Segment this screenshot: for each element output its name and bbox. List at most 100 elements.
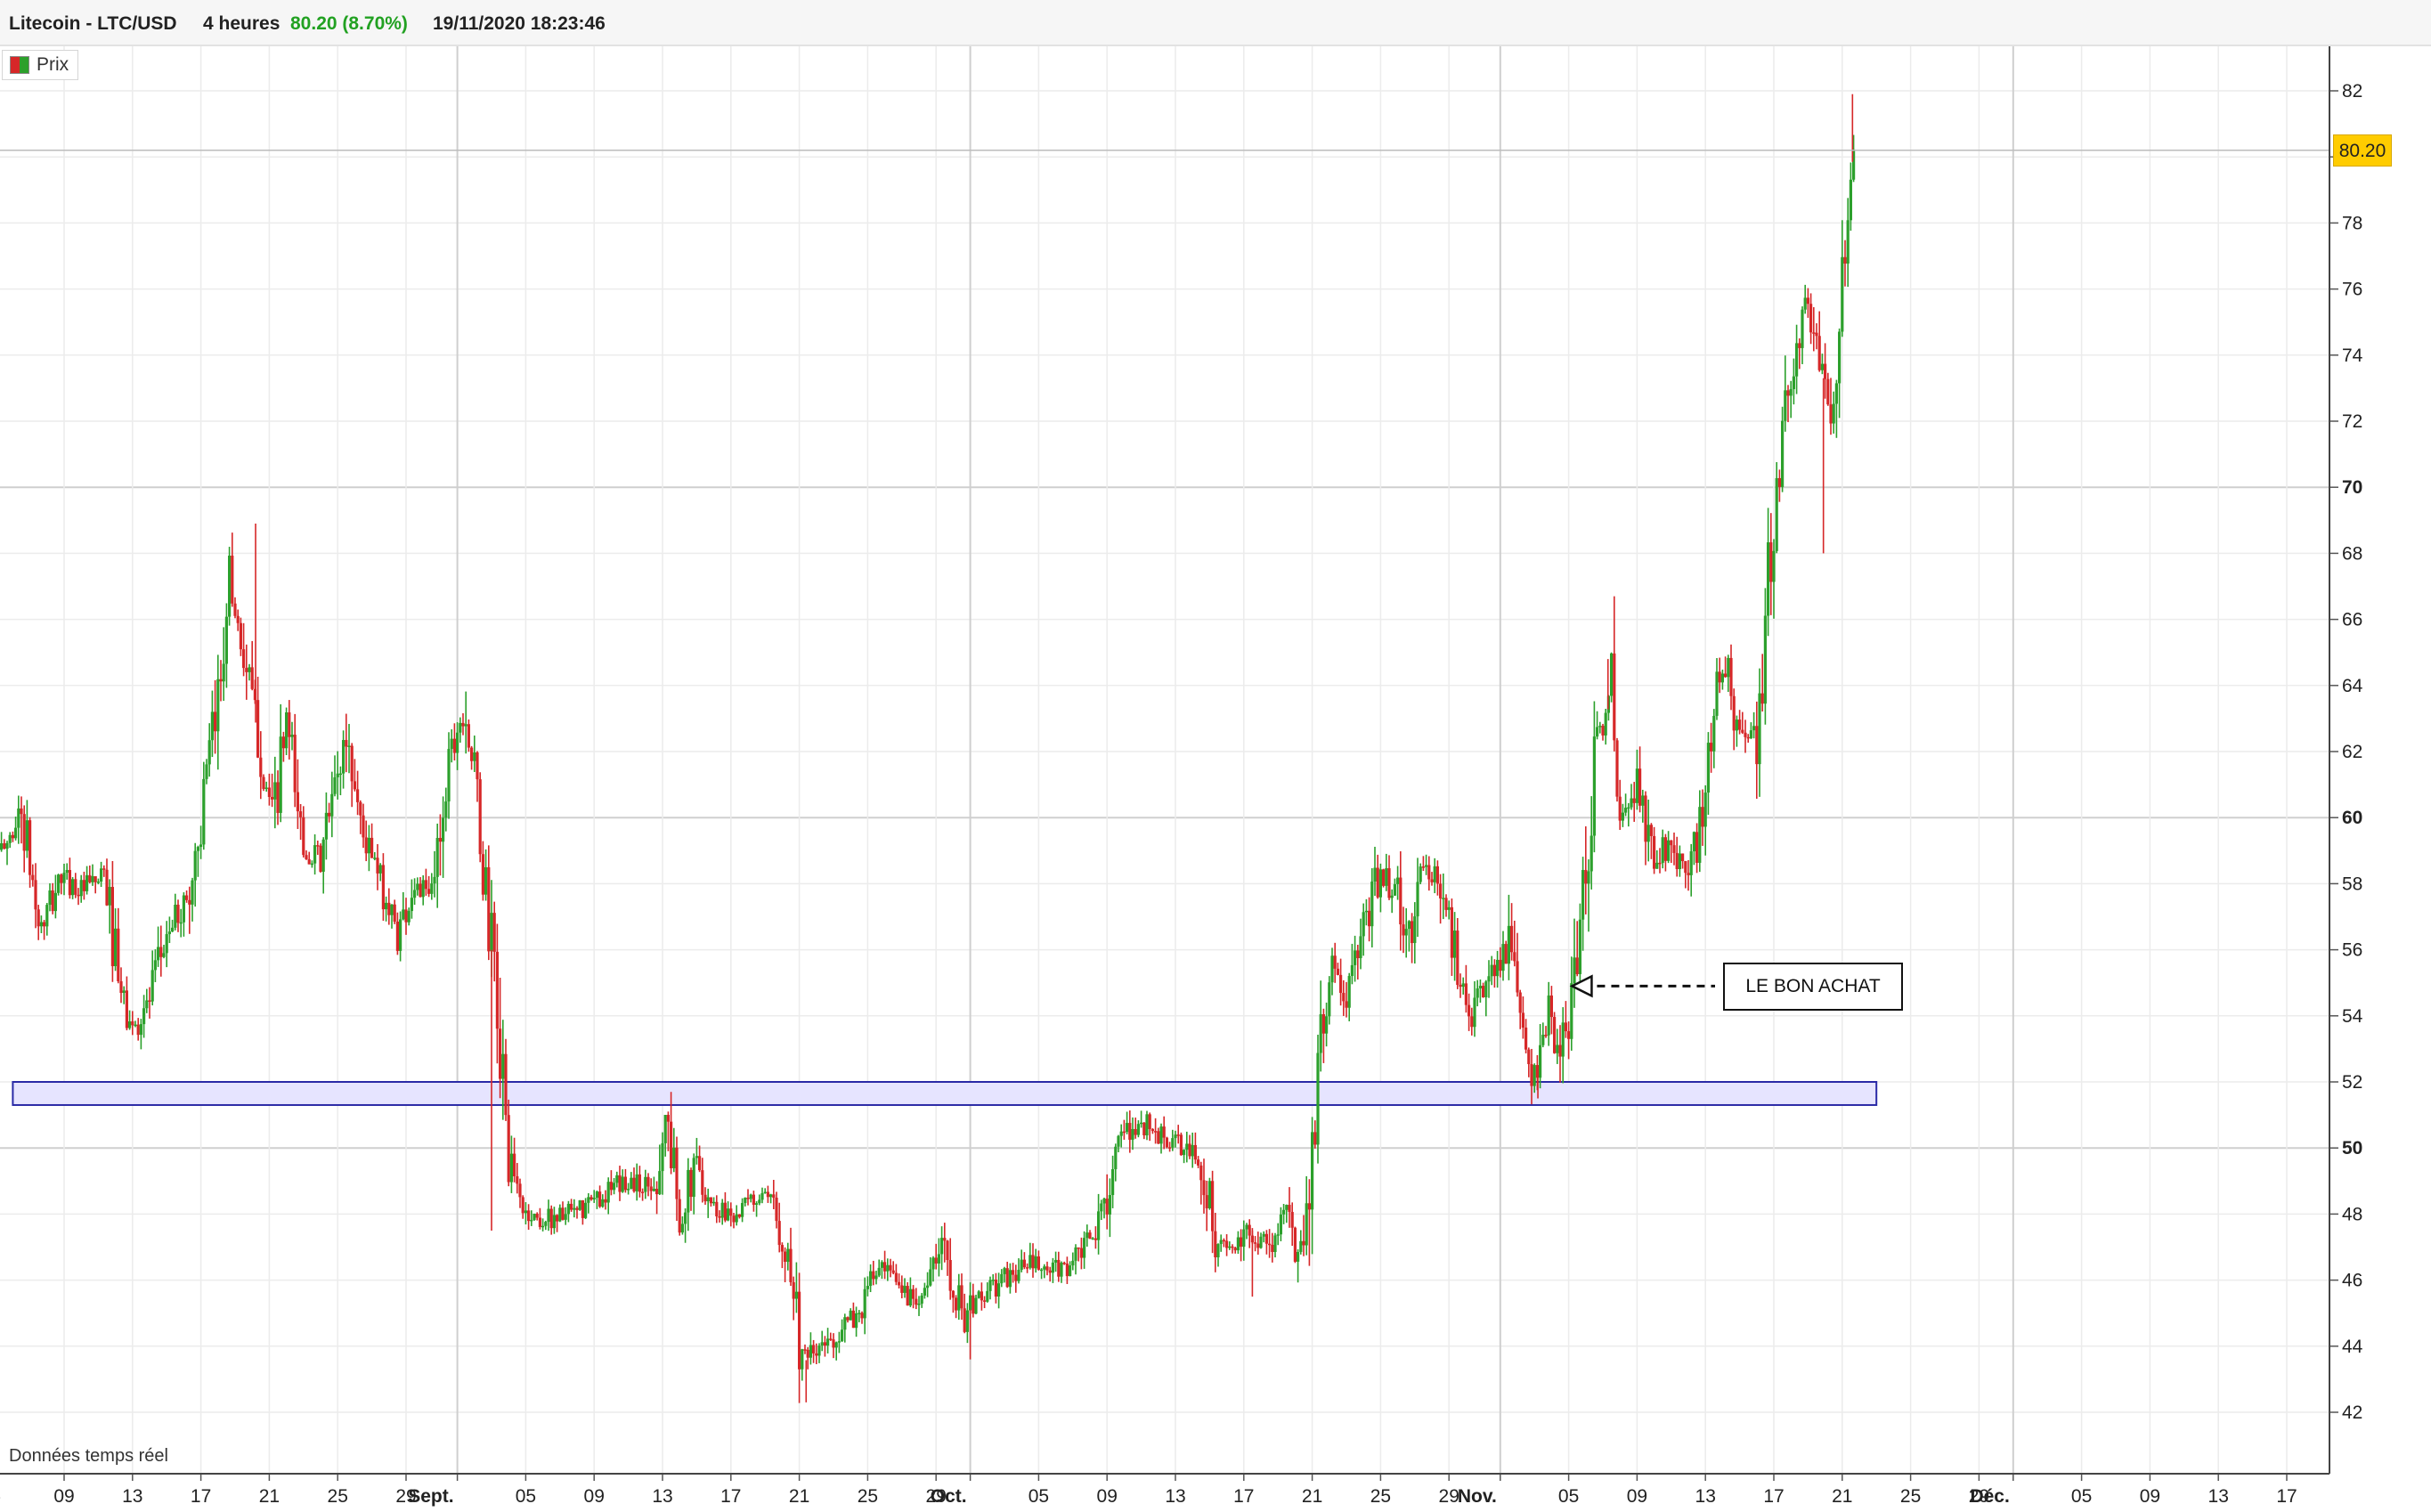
x-tick-label: 05 — [516, 1486, 536, 1507]
candle-body — [573, 1207, 576, 1210]
candle-body — [202, 778, 206, 845]
candle-body — [364, 837, 368, 854]
candle-body — [720, 1202, 724, 1218]
candle-body — [661, 1142, 664, 1172]
candle-body — [1157, 1131, 1160, 1144]
candle-body — [1168, 1147, 1172, 1149]
candle-body — [1354, 950, 1357, 965]
candle-body — [872, 1271, 875, 1280]
candle-body — [467, 724, 470, 748]
candle-body — [623, 1176, 627, 1191]
candle-body — [461, 722, 465, 727]
candle-body — [1359, 936, 1362, 959]
candle-body — [1202, 1180, 1206, 1196]
candle-body — [1236, 1237, 1240, 1251]
candle-body — [1378, 869, 1382, 898]
candle-body — [176, 904, 180, 923]
candle-body — [1083, 1238, 1086, 1258]
candle-body — [305, 855, 308, 860]
candle-body — [117, 928, 120, 982]
candle-body — [518, 1183, 522, 1198]
candle-body — [1541, 1035, 1545, 1045]
candle-body — [1624, 808, 1628, 813]
candle-body — [903, 1286, 907, 1293]
candle-body — [1279, 1214, 1282, 1235]
candle-body — [1687, 873, 1690, 875]
candle-body — [1248, 1224, 1251, 1236]
candle-body — [706, 1197, 710, 1202]
candle-body — [1402, 924, 1405, 936]
candle-body — [991, 1280, 995, 1281]
candle-body — [737, 1214, 741, 1217]
y-tick-label: 52 — [2342, 1072, 2362, 1093]
candle-body — [313, 845, 317, 864]
candle-body — [134, 1024, 137, 1027]
candle-body — [1364, 910, 1368, 913]
candle-body — [293, 735, 297, 793]
candle-body — [1712, 715, 1716, 752]
candle-body — [1290, 1212, 1294, 1228]
candle-body — [185, 895, 189, 900]
candle-body — [812, 1345, 816, 1353]
candle-body — [321, 839, 325, 872]
candle-body — [666, 1115, 670, 1122]
candle-body — [402, 909, 405, 920]
candle-body — [951, 1290, 955, 1298]
candle-body — [1527, 1049, 1531, 1065]
candle-body — [191, 880, 194, 905]
candle-body — [1710, 743, 1713, 752]
candle-body — [684, 1212, 687, 1224]
candle-body — [527, 1210, 531, 1222]
candle-body — [689, 1169, 693, 1198]
candle-body — [883, 1262, 887, 1272]
candle-body — [1729, 657, 1733, 696]
candle-body — [1191, 1144, 1194, 1157]
candle-body — [1635, 768, 1638, 803]
candle-body — [88, 874, 92, 882]
candle-body — [105, 869, 109, 906]
candle-body — [262, 776, 265, 789]
candle-body — [712, 1201, 716, 1204]
candle-body — [826, 1338, 830, 1346]
candle-body — [877, 1267, 881, 1276]
candle-body — [20, 808, 23, 815]
candle-body — [85, 874, 89, 891]
candle-body — [1621, 812, 1624, 821]
x-tick-label: 09 — [1627, 1486, 1647, 1507]
candle-body — [784, 1251, 787, 1263]
candle-body — [1549, 995, 1553, 1018]
candle-body — [1119, 1131, 1123, 1136]
candle-body — [1421, 866, 1425, 868]
candle-body — [1154, 1131, 1158, 1133]
candle-body — [789, 1248, 793, 1282]
y-tick-label: 48 — [2342, 1204, 2362, 1224]
candle-body — [387, 902, 391, 915]
candle-body — [1071, 1260, 1075, 1266]
x-tick-label: 29 — [1969, 1486, 1989, 1507]
candle-body — [1573, 957, 1576, 984]
y-tick-label: 44 — [2342, 1337, 2363, 1357]
candle-body — [843, 1317, 847, 1330]
x-tick-label: Sept. — [408, 1486, 453, 1507]
candle-body — [1183, 1150, 1186, 1156]
candle-body — [79, 880, 83, 897]
y-tick-label: 78 — [2342, 213, 2362, 233]
candle-body — [122, 990, 126, 993]
candle-body — [1653, 835, 1656, 869]
candle-body — [823, 1342, 826, 1346]
candle-body — [1404, 929, 1408, 936]
candle-body — [1387, 868, 1391, 898]
candle-body — [1587, 871, 1590, 884]
candle-body — [1812, 332, 1816, 334]
interval-label[interactable]: 4 heures — [203, 13, 280, 34]
legend[interactable]: Prix — [2, 50, 79, 80]
candle-body — [1207, 1181, 1211, 1208]
candle-body — [31, 874, 35, 881]
candle-body — [1777, 477, 1781, 487]
candle-body — [22, 814, 26, 851]
candle-body — [758, 1199, 761, 1204]
candle-body — [248, 667, 251, 672]
candle-body — [1385, 868, 1388, 886]
candle-body — [125, 990, 128, 1028]
